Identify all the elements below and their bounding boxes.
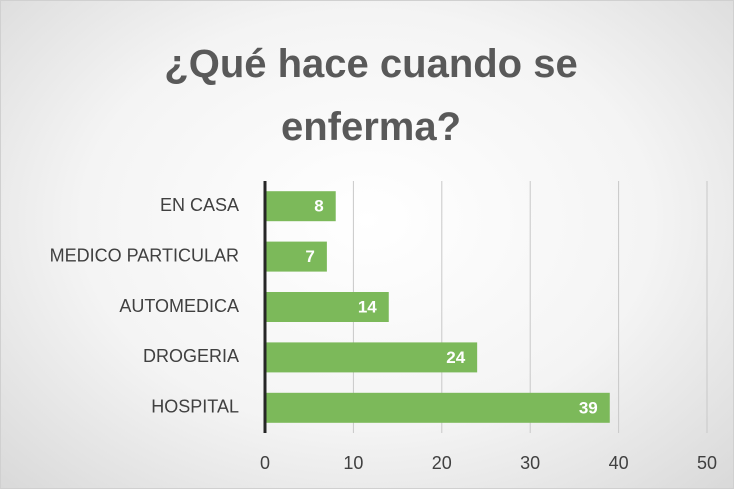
bar	[265, 241, 327, 272]
x-tick-label: 10	[343, 453, 363, 473]
x-tick-label: 50	[697, 453, 717, 473]
x-tick-label: 20	[432, 453, 452, 473]
x-tick-label: 40	[609, 453, 629, 473]
y-tick-label: HOSPITAL	[151, 397, 239, 417]
x-tick-label: 0	[260, 453, 270, 473]
bar	[265, 191, 336, 222]
y-tick-label: EN CASA	[160, 195, 239, 215]
bar	[265, 292, 389, 322]
y-tick-label: DROGERIA	[143, 346, 239, 366]
bar	[265, 342, 478, 373]
data-label: 7	[305, 247, 314, 266]
x-tick-label: 30	[520, 453, 540, 473]
data-label: 39	[579, 398, 598, 417]
y-tick-label: AUTOMEDICA	[119, 296, 239, 316]
chart-title: ¿Qué hace cuando se enferma?	[164, 42, 578, 149]
data-label: 8	[314, 197, 323, 216]
data-label: 24	[446, 348, 465, 367]
data-label: 14	[358, 297, 377, 316]
bar	[265, 392, 610, 423]
y-tick-label: MEDICO PARTICULAR	[50, 245, 239, 265]
